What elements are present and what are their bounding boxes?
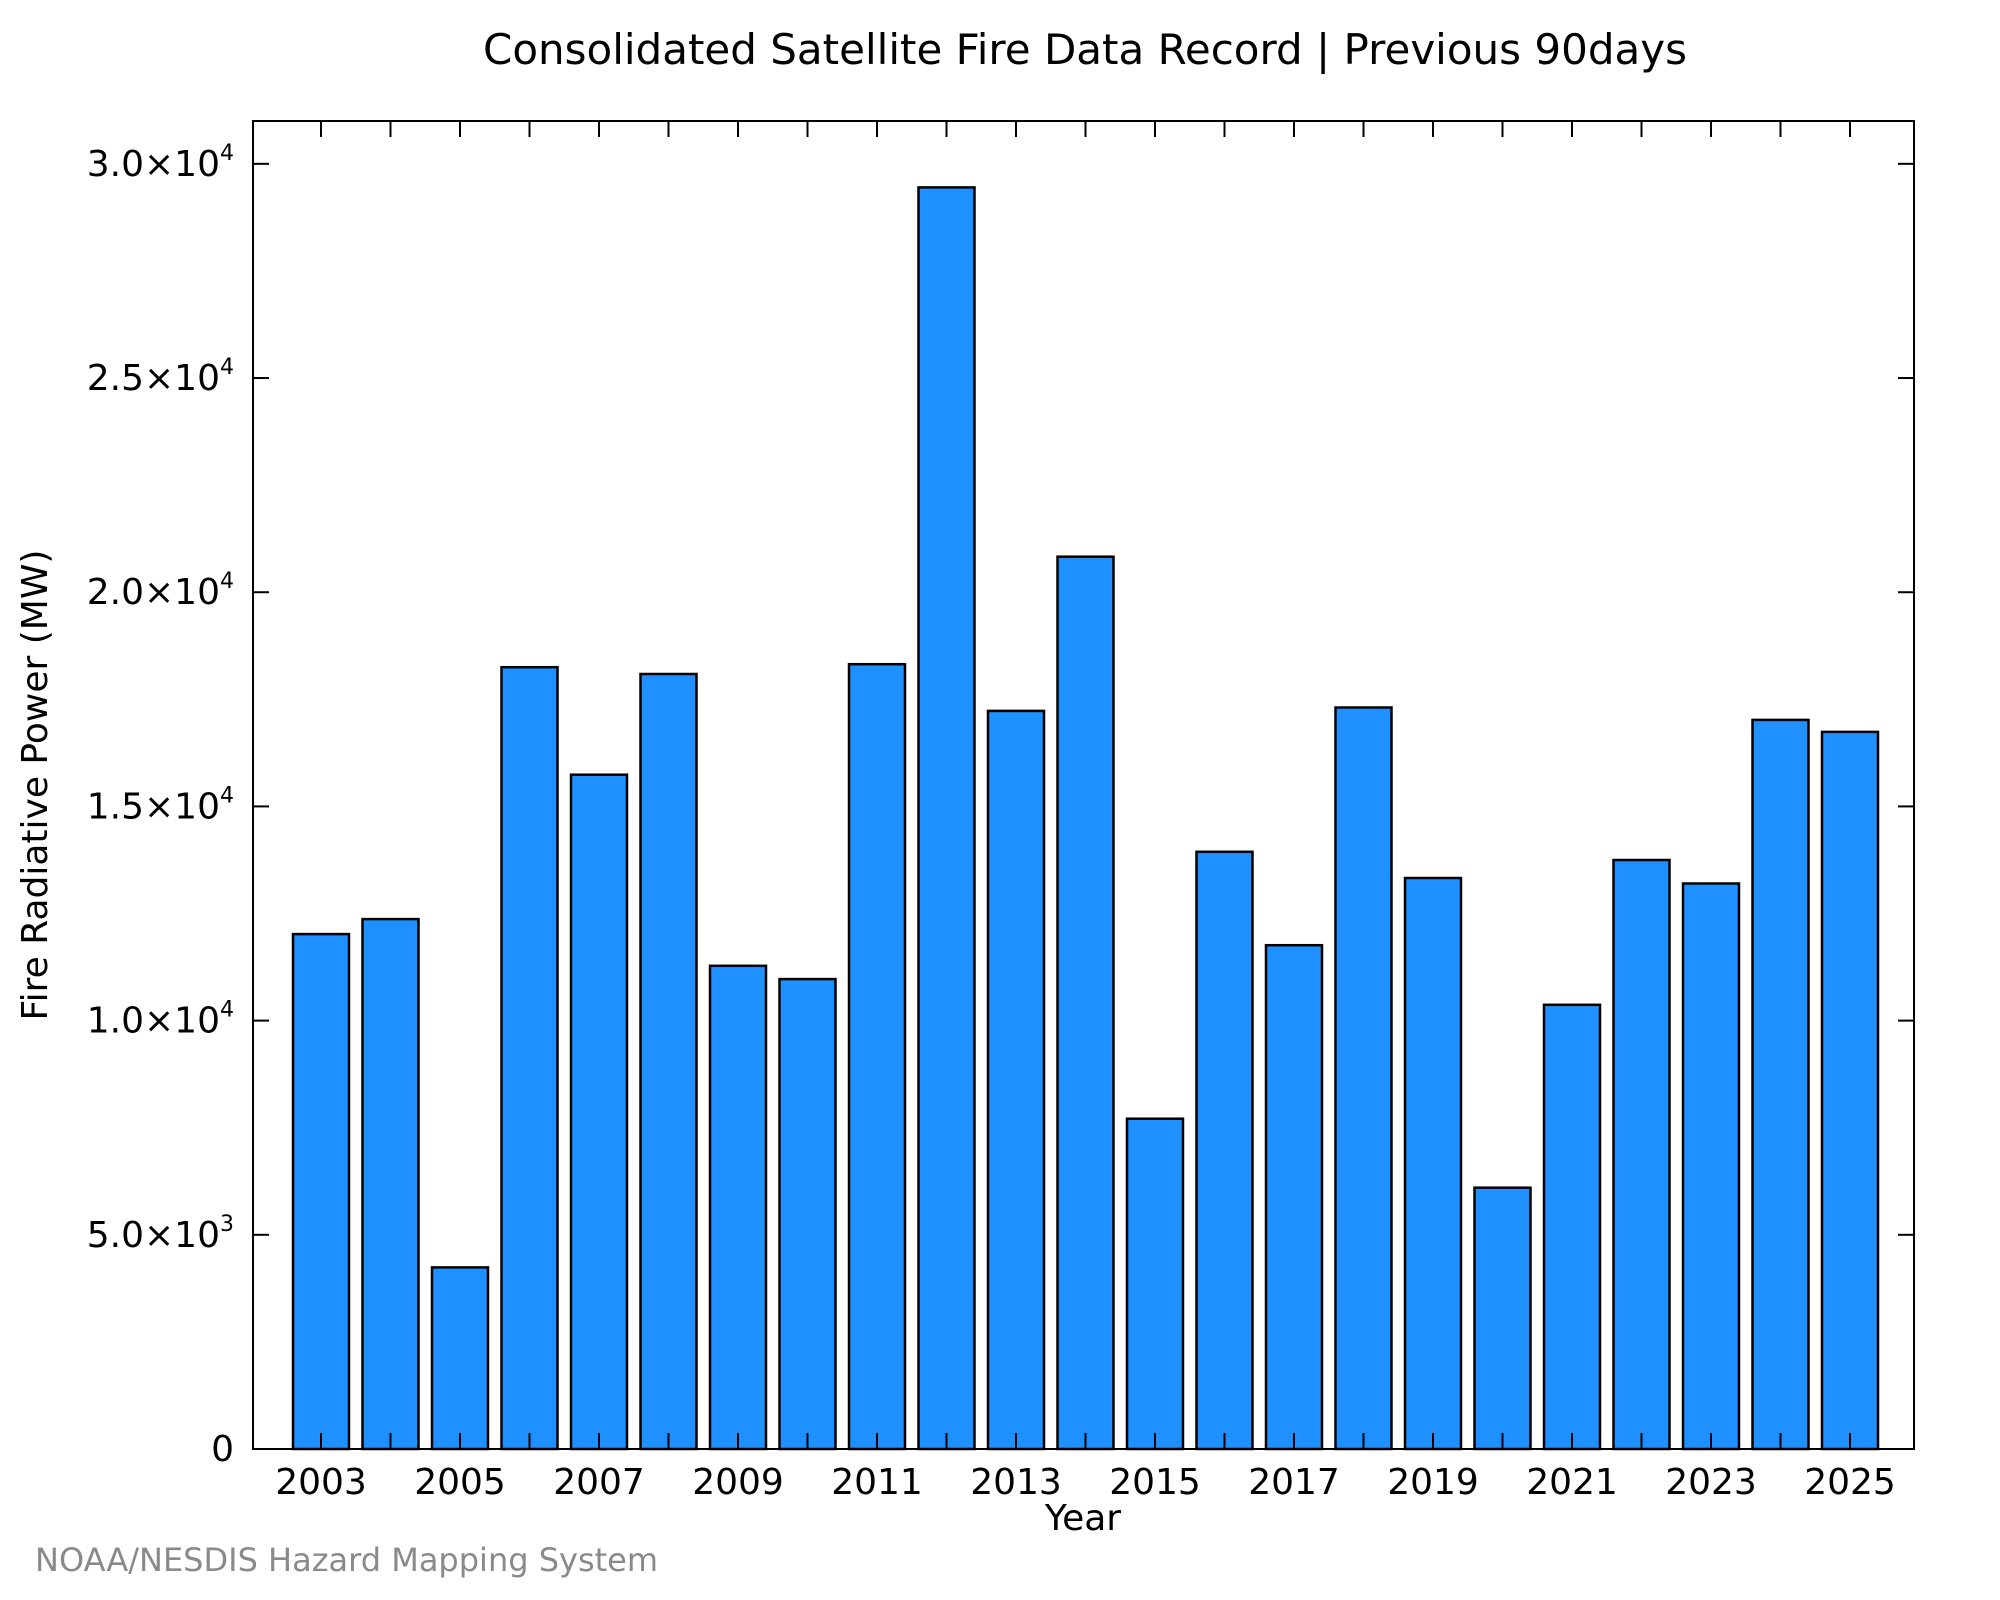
ticks-group (253, 121, 1914, 1450)
x-tick-label: 2025 (1804, 1462, 1896, 1503)
bar-2003 (291, 932, 351, 1451)
bar-2022 (1612, 858, 1671, 1451)
y-tick-label: 3.0×104 (87, 141, 234, 185)
x-tick-label: 2013 (970, 1462, 1062, 1503)
bar-2018 (1334, 706, 1393, 1451)
bars-group (291, 186, 1880, 1451)
bar-2013 (986, 709, 1046, 1451)
bar-2017 (1264, 943, 1324, 1451)
bar-2009 (708, 964, 768, 1451)
bar-2005 (430, 1266, 490, 1451)
bar-2025 (1820, 730, 1880, 1451)
bar-2021 (1542, 1003, 1602, 1451)
chart-title: Consolidated Satellite Fire Data Record … (483, 25, 1687, 74)
x-tick-label: 2021 (1526, 1462, 1618, 1503)
bar-2015 (1125, 1117, 1185, 1451)
y-tick-label: 1.5×104 (87, 783, 234, 827)
tick-labels-group: 0 5.0×103 1.0×104 1.5×104 2.0×104 2.5×104 3.0×… (87, 141, 1896, 1503)
x-tick-label: 2017 (1248, 1462, 1340, 1503)
bar-2008 (639, 672, 698, 1451)
bar-2014 (1056, 555, 1115, 1451)
x-tick-label: 2009 (692, 1462, 784, 1503)
x-tick-label: 2023 (1665, 1462, 1757, 1503)
x-tick-label: 2019 (1387, 1462, 1479, 1503)
x-tick-label: 2015 (1109, 1462, 1201, 1503)
y-tick-label: 1.0×104 (87, 998, 234, 1042)
x-tick-label: 2007 (553, 1462, 645, 1503)
bar-2016 (1195, 850, 1254, 1451)
bar-2020 (1473, 1186, 1532, 1451)
bar-2007 (569, 773, 629, 1451)
bar-2011 (847, 662, 907, 1451)
credit-text: NOAA/NESDIS Hazard Mapping System (35, 1541, 658, 1579)
x-tick-label: 2011 (831, 1462, 923, 1503)
bar-2012 (917, 186, 976, 1451)
x-tick-label: 2003 (275, 1462, 367, 1503)
y-tick-label: 5.0×103 (87, 1212, 234, 1256)
plot-frame (252, 120, 1915, 1450)
x-tick-label: 2005 (414, 1462, 506, 1503)
x-axis-label: Year (1044, 1498, 1121, 1539)
y-tick-label: 2.0×104 (87, 569, 234, 613)
bar-2010 (778, 977, 837, 1451)
bar-2006 (500, 665, 559, 1451)
bar-2023 (1681, 882, 1741, 1451)
bar-2019 (1403, 876, 1463, 1451)
y-tick-label: 2.5×104 (87, 355, 234, 399)
y-axis-label: Fire Radiative Power (MW) (15, 550, 56, 1021)
bar-2004 (361, 917, 420, 1451)
y-tick-label: 0 (211, 1429, 234, 1470)
bar-2024 (1751, 718, 1810, 1451)
